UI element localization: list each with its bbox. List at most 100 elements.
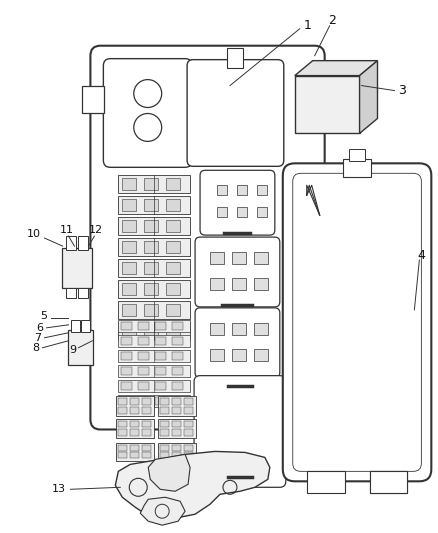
Bar [184,407,193,414]
Text: 9: 9 [69,345,76,355]
Bar [312,320,324,344]
Bar [158,418,196,439]
Bar [172,398,181,405]
Bar [210,252,224,264]
Bar [117,418,154,439]
Bar [158,395,196,416]
Bar [370,471,407,493]
Bar [232,252,246,264]
Text: 2: 2 [328,14,336,27]
Bar [343,159,371,177]
Bar [67,236,77,250]
Bar [118,280,190,298]
Bar [121,382,132,390]
FancyBboxPatch shape [195,237,280,307]
Bar [118,217,190,235]
Bar [122,283,136,295]
Text: 10: 10 [27,229,41,239]
Bar [172,337,183,345]
Bar [227,47,243,68]
Bar [172,407,181,414]
Text: 13: 13 [52,484,66,494]
Bar [232,323,246,335]
Bar [166,178,180,190]
Bar [160,446,169,451]
Bar [121,337,132,345]
Bar [172,453,181,458]
Bar [144,220,158,232]
Bar [210,349,224,361]
Bar [118,175,190,193]
Text: 3: 3 [399,84,406,97]
Bar [155,337,166,345]
Bar [118,446,127,451]
Bar [82,86,104,114]
Bar [172,446,181,451]
Bar [144,304,158,316]
Bar [118,238,190,256]
FancyBboxPatch shape [187,60,284,166]
Bar [155,367,166,375]
Text: 5: 5 [40,311,47,321]
Bar [81,320,90,332]
Bar [160,453,169,458]
Bar [254,278,268,290]
Bar [312,394,324,418]
Bar [118,259,190,277]
Bar [122,241,136,253]
Bar [172,397,183,405]
Bar [121,352,132,360]
Bar [172,430,181,437]
FancyBboxPatch shape [90,46,325,430]
Bar [158,443,196,462]
Bar [210,278,224,290]
Bar [122,220,136,232]
Text: 8: 8 [32,343,39,353]
Bar [118,320,190,332]
Bar [166,241,180,253]
Bar [142,430,151,437]
Bar [144,325,158,337]
Bar [118,453,127,458]
Bar [312,205,324,229]
FancyBboxPatch shape [283,163,431,481]
Bar [118,196,190,214]
Bar [160,421,169,427]
Bar [155,352,166,360]
Bar [142,407,151,414]
Bar [118,365,190,377]
Bar [121,322,132,330]
FancyBboxPatch shape [195,308,280,378]
FancyBboxPatch shape [194,376,286,487]
Bar [210,323,224,335]
FancyBboxPatch shape [103,59,192,167]
Bar [172,382,183,390]
Bar [160,398,169,405]
Bar [78,236,88,250]
Polygon shape [115,451,270,519]
Text: 6: 6 [36,323,43,333]
Bar [144,241,158,253]
Bar [237,185,247,195]
Bar [138,367,149,375]
Bar [254,349,268,361]
Bar [122,325,136,337]
Bar [118,430,127,437]
Bar [349,149,364,161]
Bar [118,335,190,347]
Bar [232,278,246,290]
Polygon shape [140,497,185,525]
Bar [160,407,169,414]
Bar [130,446,139,451]
Text: 1: 1 [304,19,312,33]
Bar [122,178,136,190]
Bar [370,471,407,493]
Bar [217,207,227,217]
Bar [295,76,360,133]
Bar [142,446,151,451]
Text: 11: 11 [60,225,74,235]
Bar [254,323,268,335]
Bar [232,349,246,361]
Bar [118,407,127,414]
Bar [166,262,180,274]
